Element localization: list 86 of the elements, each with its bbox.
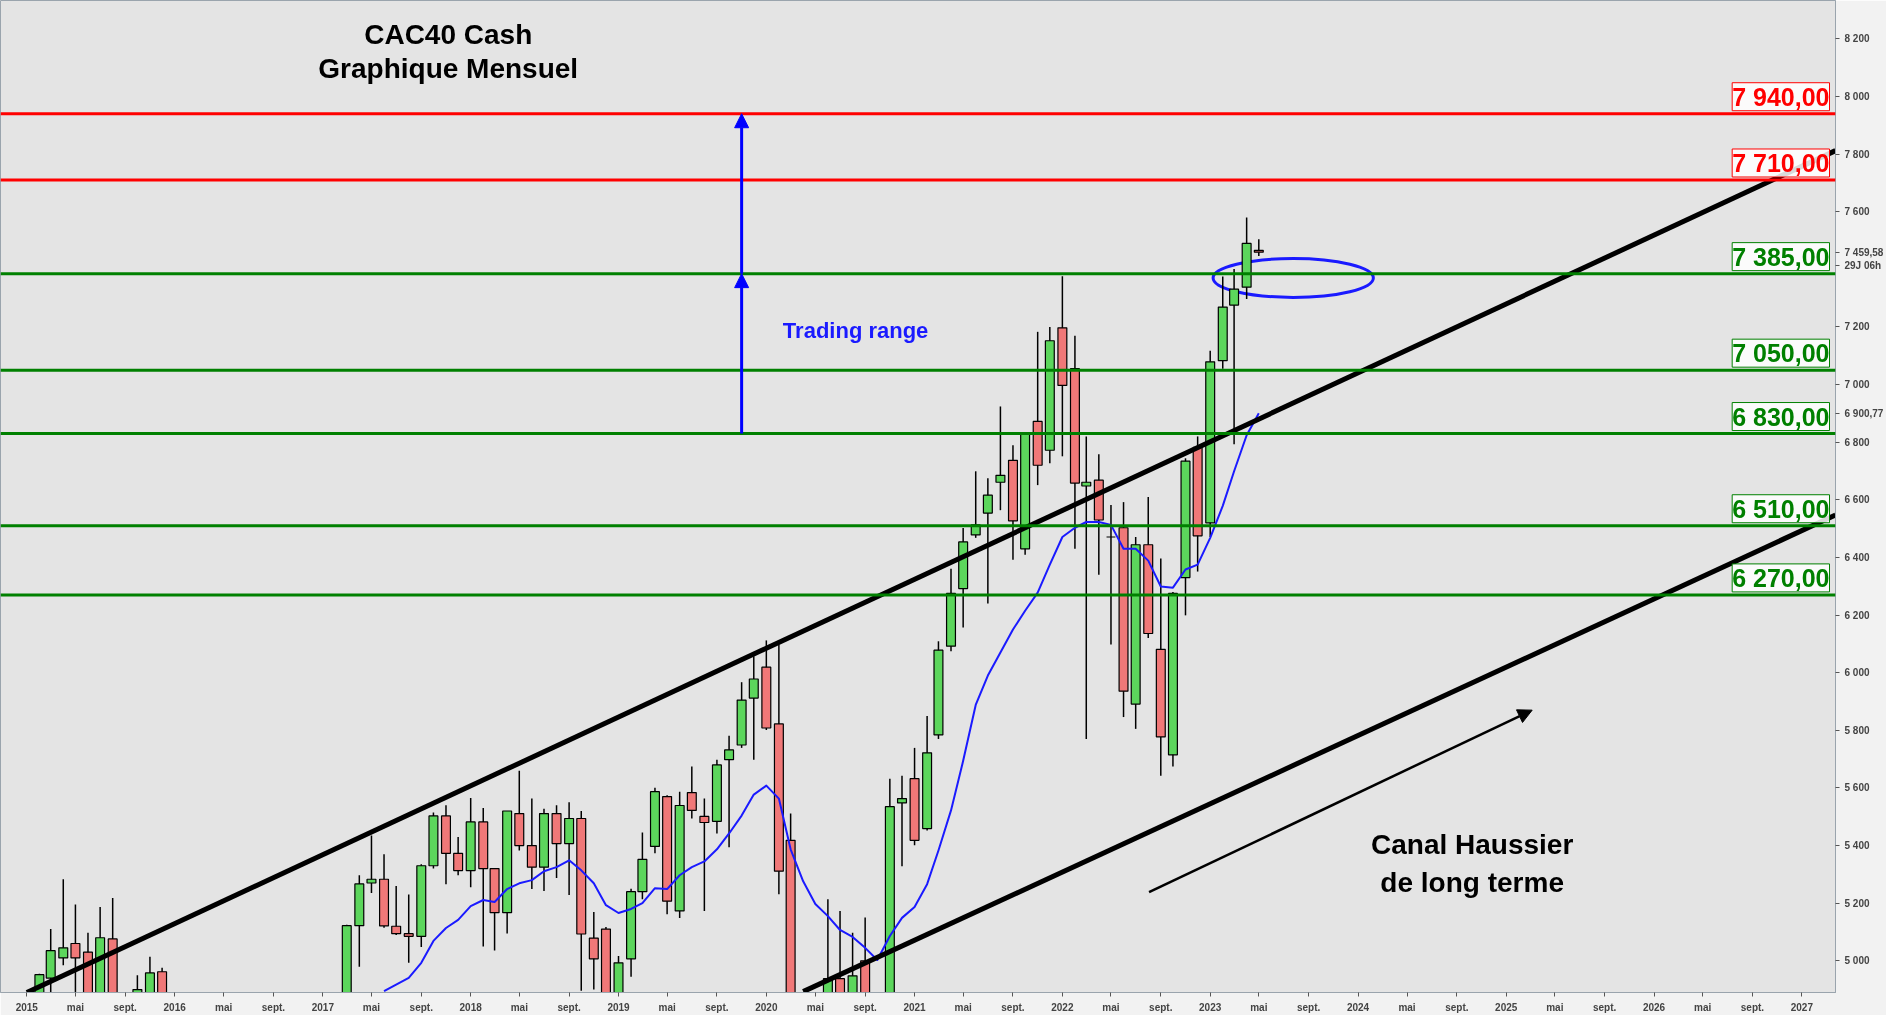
x-tick-label: mai <box>1102 1001 1120 1013</box>
x-tick-label: 2018 <box>459 1001 483 1013</box>
candlestick <box>403 893 414 964</box>
x-tick-label: sept. <box>705 1001 729 1013</box>
ref-line-label: 7 710,00 <box>1732 149 1830 177</box>
y-tick-label: 7 800 <box>1844 148 1870 160</box>
x-tick-label: mai <box>658 1001 676 1013</box>
y-tick-label: 8 000 <box>1844 90 1870 102</box>
x-tick-label: 2026 <box>1642 1001 1666 1013</box>
candlestick <box>526 797 537 890</box>
y-tick-label: 8 200 <box>1844 33 1870 45</box>
x-tick-label: 2015 <box>15 1001 39 1013</box>
y-tick-label: 6 900,77 <box>1844 407 1884 419</box>
candlestick <box>366 834 377 894</box>
ref-line-label: 6 510,00 <box>1732 494 1830 523</box>
y-tick-label: 5 000 <box>1844 955 1870 967</box>
x-tick-label: mai <box>1250 1001 1268 1013</box>
x-tick-label: sept. <box>1296 1001 1321 1013</box>
x-tick-label: mai <box>1398 1001 1416 1013</box>
candlestick <box>748 655 759 761</box>
x-tick-label: sept. <box>1445 1001 1469 1013</box>
x-tick-label: mai <box>1694 1001 1712 1013</box>
candlestick <box>391 885 402 936</box>
annotation: Canal Haussier de long terme <box>1371 828 1574 899</box>
x-tick-label: sept. <box>113 1001 138 1013</box>
x-tick-label: 2024 <box>1346 1001 1370 1013</box>
x-tick-label: 2019 <box>607 1001 631 1013</box>
candlestick <box>588 911 599 991</box>
x-tick-label: mai <box>954 1001 972 1013</box>
x-tick-label: 2020 <box>755 1001 778 1013</box>
y-tick-label: 5 400 <box>1844 840 1870 852</box>
candlestick <box>995 405 1006 511</box>
candlestick <box>58 878 69 966</box>
x-tick-label: sept. <box>409 1001 434 1013</box>
y-tick-label: 29J 06h <box>1844 260 1882 272</box>
x-tick-label: sept. <box>1149 1001 1173 1013</box>
y-tick-label: 7 200 <box>1844 321 1870 333</box>
candlestick <box>157 966 168 993</box>
y-tick-label: 6 400 <box>1844 551 1870 563</box>
ref-line-label: 6 270,00 <box>1732 563 1830 592</box>
candlestick <box>1253 238 1264 257</box>
ref-line-label: 7 385,00 <box>1732 242 1830 271</box>
x-tick-label: sept. <box>1740 1001 1765 1013</box>
candlestick <box>1229 268 1240 445</box>
y-tick-label: 6 000 <box>1844 667 1870 679</box>
candlestick <box>982 477 993 605</box>
candlestick <box>896 775 908 868</box>
x-tick-label: 2022 <box>1051 1001 1074 1013</box>
x-tick-label: mai <box>66 1001 85 1013</box>
y-tick-label: 7 000 <box>1844 379 1870 391</box>
y-tick-label: 6 600 <box>1844 494 1870 506</box>
x-tick-label: 2027 <box>1790 1001 1814 1013</box>
x-tick-label: mai <box>362 1001 381 1013</box>
text: Graphique Mensuel <box>318 53 579 85</box>
ref-line-label: 7 940,00 <box>1732 82 1830 111</box>
x-tick-label: 2025 <box>1495 1001 1518 1013</box>
x-tick-label: sept. <box>1592 1001 1617 1013</box>
candlestick <box>686 765 697 820</box>
x-tick-label: mai <box>215 1001 233 1013</box>
y-tick-label: 5 600 <box>1844 782 1870 794</box>
text: CAC40 Cash <box>364 18 533 50</box>
x-tick-label: 2017 <box>311 1001 335 1013</box>
x-tick-label: mai <box>510 1001 529 1013</box>
y-tick-label: 5 200 <box>1844 897 1870 909</box>
x-tick-label: sept. <box>853 1001 878 1013</box>
x-tick-label: mai <box>806 1001 825 1013</box>
candlestick <box>144 956 155 993</box>
candlestick <box>699 797 710 912</box>
x-tick-label: 2021 <box>903 1001 927 1013</box>
candlestick <box>724 735 735 849</box>
x-tick-label: 2016 <box>163 1001 187 1013</box>
line-series <box>383 412 1260 993</box>
x-tick-label: mai <box>1546 1001 1564 1013</box>
y-tick-label: 5 800 <box>1844 724 1870 736</box>
ref-line-label: 6 830,00 <box>1732 402 1830 431</box>
annotation: Trading range <box>782 318 929 344</box>
candlestick <box>453 836 464 876</box>
x-tick-label: 2023 <box>1199 1001 1222 1013</box>
x-tick-label: sept. <box>261 1001 286 1013</box>
x-tick-label: sept. <box>1001 1001 1025 1013</box>
x-tick-label: sept. <box>557 1001 581 1013</box>
y-tick-label: 6 200 <box>1844 609 1870 621</box>
y-tick-label: 6 800 <box>1844 436 1870 448</box>
y-tick-label: 7 459,58 <box>1844 246 1884 258</box>
y-tick-label: 7 600 <box>1844 206 1870 218</box>
ref-line-label: 7 050,00 <box>1732 339 1830 368</box>
